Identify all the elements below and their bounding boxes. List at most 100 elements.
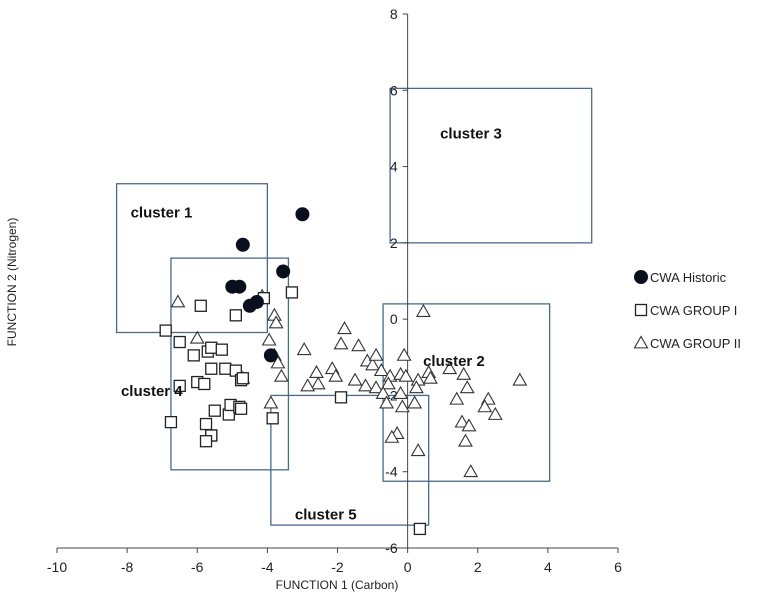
group-2-point [458, 433, 473, 447]
x-tick-label: 4 [544, 559, 552, 575]
historic-point [295, 207, 310, 222]
cluster-label: cluster 2 [423, 353, 485, 370]
data-points [159, 207, 528, 536]
group-1-point [173, 379, 186, 393]
group-2-point [170, 294, 186, 308]
group-2-point [463, 464, 479, 478]
group-2-point [454, 414, 470, 428]
cluster-labels: cluster 1 cluster 2 cluster 3 cluster 4 clus… [121, 125, 502, 523]
group-2-point [415, 303, 431, 317]
group-2-point [487, 406, 503, 420]
y-tick-label: 8 [390, 6, 398, 22]
x-tick-label: 0 [404, 559, 412, 575]
group-1-point [215, 343, 228, 356]
legend-label: CWA GROUP I [650, 303, 737, 318]
cluster-label: cluster 1 [131, 205, 193, 222]
legend: CWA Historic CWA GROUP I CWA GROUP II [633, 270, 741, 351]
x-tick-label: -4 [261, 559, 274, 575]
x-tick-label: -6 [191, 559, 204, 575]
group-2-point [512, 372, 528, 386]
group-1-point [205, 341, 218, 354]
group-2-point [408, 380, 424, 394]
group-2-point [333, 336, 349, 350]
y-tick-label: -4 [385, 464, 398, 480]
group-2-point [261, 332, 277, 346]
historic-point [232, 279, 247, 294]
group-1-point [173, 335, 186, 349]
group-2-point [477, 399, 493, 413]
group-2-point [394, 399, 410, 413]
group-2-point [442, 361, 458, 375]
group-1-point [413, 522, 427, 536]
group-2-point [310, 376, 326, 390]
group-1-point [159, 324, 172, 337]
group-2-point [398, 368, 414, 382]
x-tick-label: 2 [474, 559, 482, 575]
x-tick-label: -10 [47, 559, 67, 575]
group-1-point [194, 299, 207, 312]
y-tick-label: 0 [390, 311, 398, 327]
x-tick-label: -8 [121, 559, 134, 575]
historic-point [276, 264, 291, 279]
historic-point [263, 348, 278, 363]
y-tick-label: 2 [390, 235, 398, 251]
y-tick-label: 6 [390, 82, 398, 98]
group-2-point [337, 321, 352, 335]
group-2-point [189, 330, 205, 344]
group-2-point [358, 378, 373, 392]
group-1-point [199, 417, 213, 431]
group-2-point [365, 357, 381, 371]
group-1-point [236, 372, 249, 385]
group-2-point [273, 368, 289, 382]
cluster-label: cluster 5 [295, 506, 357, 523]
group-2-point [328, 368, 344, 382]
legend-marker [633, 335, 649, 349]
historic-point [242, 298, 257, 313]
group-2-point [384, 429, 400, 443]
group-2-point [309, 364, 324, 378]
historic-point [235, 237, 250, 252]
legend-label: CWA GROUP II [650, 336, 741, 351]
group-1-point [219, 362, 232, 375]
group-2-point [347, 372, 363, 386]
x-tick-label: 6 [614, 559, 622, 575]
y-tick-label: 4 [390, 159, 398, 175]
group-2-point [270, 355, 286, 369]
x-tick-label: -2 [331, 559, 344, 575]
cluster-label: cluster 4 [121, 383, 183, 400]
group-2-point [396, 347, 412, 361]
group-1-point [266, 412, 279, 425]
group-2-point [368, 347, 384, 361]
group-1-point [198, 377, 211, 391]
group-1-point [208, 404, 221, 417]
group-2-point [456, 366, 472, 380]
group-2-point [393, 385, 409, 399]
cluster-box [270, 394, 430, 526]
group-1-point [229, 309, 242, 322]
group-2-point [379, 395, 395, 409]
group-1-point [285, 286, 299, 299]
group-2-point [449, 391, 465, 405]
group-2-point [410, 443, 426, 457]
group-1-point [205, 362, 218, 375]
group-1-point [187, 349, 200, 362]
group-2-point [459, 380, 475, 394]
cluster-label: cluster 3 [440, 125, 502, 142]
legend-label: CWA Historic [650, 270, 727, 285]
group-2-point [368, 380, 384, 394]
group-2-point [407, 395, 423, 409]
group-1-point [334, 391, 348, 404]
group-1-point [164, 415, 178, 429]
cluster-boxes [115, 87, 593, 526]
group-2-point [422, 370, 438, 384]
cluster-box [389, 87, 593, 244]
group-2-point [375, 385, 391, 399]
group-2-point [351, 338, 366, 352]
group-2-point [300, 378, 316, 392]
group-2-point [268, 315, 284, 329]
legend-marker [634, 270, 648, 284]
group-2-point [296, 342, 312, 356]
group-2-point [373, 363, 389, 377]
